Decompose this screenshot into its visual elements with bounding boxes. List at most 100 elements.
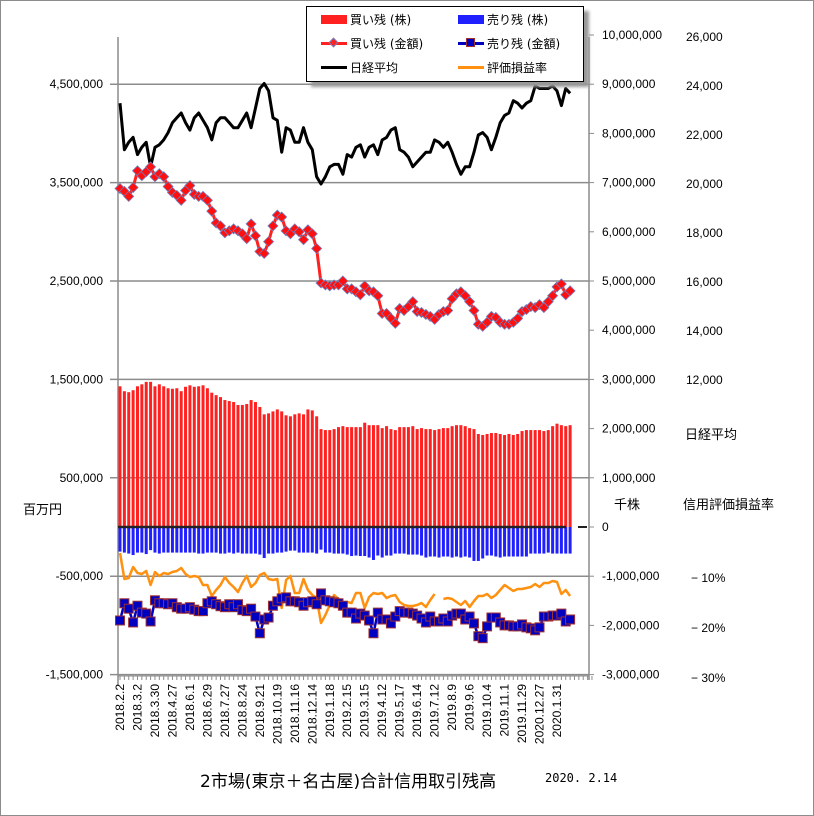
bar xyxy=(398,527,402,554)
legend-swatch-square-line xyxy=(458,38,484,47)
bar xyxy=(131,527,135,556)
x-tick-label: 2018.4.27 xyxy=(165,684,179,738)
buy-amount-marker xyxy=(293,226,305,238)
bar xyxy=(463,426,467,527)
bar xyxy=(358,527,362,557)
bar xyxy=(406,427,410,527)
bar xyxy=(166,527,170,553)
buy-amount-marker xyxy=(564,285,576,297)
bar xyxy=(472,429,476,527)
bar xyxy=(489,527,493,556)
buy-amount-marker xyxy=(464,296,476,308)
bar xyxy=(376,425,380,527)
buy-amount-marker xyxy=(123,190,135,202)
bar xyxy=(411,426,415,527)
bar xyxy=(315,527,319,554)
buy-amount-marker xyxy=(306,228,318,240)
bar xyxy=(210,527,214,553)
bar xyxy=(284,415,288,527)
sell-amount-marker xyxy=(368,628,379,639)
bar xyxy=(433,430,437,527)
bar xyxy=(476,527,480,561)
bar xyxy=(127,392,131,527)
bar xyxy=(350,527,354,557)
bar xyxy=(402,527,406,554)
bar xyxy=(341,426,345,527)
nikkei-tick-label: 18,000 xyxy=(686,226,723,240)
bar xyxy=(385,426,389,527)
nikkei-tick-label: 16,000 xyxy=(686,275,723,289)
sell-amount-marker xyxy=(115,615,125,626)
bar xyxy=(323,527,327,553)
bar xyxy=(406,527,410,555)
bar xyxy=(262,527,266,558)
x-tick-label: 2018.7.27 xyxy=(218,684,232,738)
left-axis-unit: 百万円 xyxy=(23,503,63,518)
shares-tick-label: 10,000,000 xyxy=(602,28,662,42)
x-tick-label: 2019.10.4 xyxy=(480,684,494,738)
shares-tick-label: -2,000,000 xyxy=(602,618,660,632)
bar xyxy=(524,430,528,527)
bar xyxy=(170,388,174,527)
bar xyxy=(437,527,441,558)
bar xyxy=(135,386,139,527)
bar xyxy=(267,527,271,554)
legend-item-buy-amount: 買い残 (金額) xyxy=(321,35,423,52)
x-tick-label: 2018.11.16 xyxy=(288,684,302,743)
bar xyxy=(332,527,336,554)
bar xyxy=(529,430,533,527)
buy-amount-marker xyxy=(276,211,288,223)
bar xyxy=(568,425,572,527)
legend-item-nikkei: 日経平均 xyxy=(321,59,398,76)
bar xyxy=(389,527,393,556)
bar xyxy=(568,527,572,554)
shares-tick-label: -1,000,000 xyxy=(602,569,660,583)
sell-amount-marker xyxy=(468,618,479,629)
shares-tick-label: 0 xyxy=(602,520,609,534)
x-tick-label: 2019.6.14 xyxy=(410,684,424,738)
bar xyxy=(249,527,253,554)
bar xyxy=(441,428,445,527)
bar xyxy=(219,397,223,527)
bar xyxy=(511,434,515,527)
bar xyxy=(188,527,192,553)
bar xyxy=(192,386,196,527)
shares-tick-label: 5,000,000 xyxy=(602,274,656,288)
bar xyxy=(153,527,157,553)
bar xyxy=(529,527,533,554)
bar xyxy=(284,527,288,552)
bar xyxy=(363,527,367,557)
x-tick-label: 2019.3.15 xyxy=(358,684,372,738)
bar xyxy=(393,527,397,554)
bar xyxy=(564,527,568,554)
bar xyxy=(542,527,546,554)
left-tick-label: 4,500,000 xyxy=(50,77,104,91)
left-tick-label: 1,500,000 xyxy=(50,372,104,386)
bar xyxy=(297,527,301,553)
x-tick-label: 2020.12.27 xyxy=(533,684,547,744)
bar xyxy=(223,527,227,554)
sell-amount-marker xyxy=(477,633,488,644)
bar xyxy=(118,386,122,527)
legend-label: 買い残 (株) xyxy=(350,13,412,27)
bar xyxy=(337,427,340,527)
bar xyxy=(494,433,498,527)
rate-tick-label: − 10% xyxy=(691,571,726,585)
bar xyxy=(306,527,310,553)
bar xyxy=(240,404,244,527)
bar xyxy=(319,527,323,550)
bar xyxy=(446,428,450,527)
bar xyxy=(354,427,358,527)
shares-tick-label: 2,000,000 xyxy=(602,422,656,436)
bar xyxy=(297,413,301,527)
bar xyxy=(367,527,371,558)
buy-amount-marker xyxy=(468,304,480,317)
left-tick-label: 3,500,000 xyxy=(50,176,104,190)
bar xyxy=(184,386,188,527)
bar xyxy=(280,411,284,527)
bar xyxy=(258,527,262,555)
shares-tick-label: 1,000,000 xyxy=(602,471,656,485)
bar xyxy=(551,527,555,554)
bar xyxy=(140,527,144,553)
buy-amount-marker xyxy=(201,194,213,206)
